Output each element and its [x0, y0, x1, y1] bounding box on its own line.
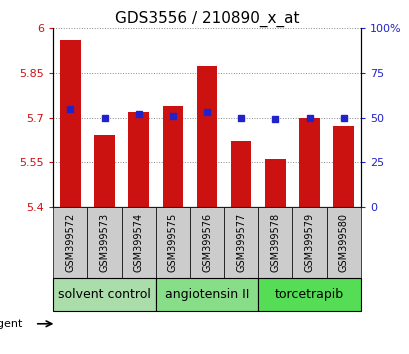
Bar — [60, 40, 81, 207]
Bar — [155, 207, 189, 278]
Text: GSM399572: GSM399572 — [65, 213, 75, 272]
Bar — [230, 141, 251, 207]
Bar — [299, 118, 319, 207]
Text: GSM399575: GSM399575 — [167, 213, 178, 272]
Text: angiotensin II: angiotensin II — [164, 288, 249, 301]
Bar — [265, 159, 285, 207]
Bar — [53, 207, 87, 278]
Title: GDS3556 / 210890_x_at: GDS3556 / 210890_x_at — [115, 11, 299, 27]
Bar — [196, 65, 217, 207]
Text: GSM399578: GSM399578 — [270, 213, 280, 272]
Text: torcetrapib: torcetrapib — [274, 288, 343, 301]
Bar — [87, 207, 121, 278]
Bar — [121, 207, 155, 278]
Text: GSM399580: GSM399580 — [338, 213, 348, 272]
Bar — [189, 207, 224, 278]
Text: GSM399573: GSM399573 — [99, 213, 109, 272]
Text: GSM399579: GSM399579 — [304, 213, 314, 272]
Bar — [258, 207, 292, 278]
Bar — [162, 105, 183, 207]
Bar — [292, 207, 326, 278]
Text: GSM399577: GSM399577 — [236, 213, 246, 272]
Text: solvent control: solvent control — [58, 288, 151, 301]
Bar — [53, 278, 155, 311]
Text: agent: agent — [0, 319, 22, 329]
Bar — [224, 207, 258, 278]
Bar — [155, 278, 258, 311]
Bar — [258, 278, 360, 311]
Bar — [333, 126, 353, 207]
Text: GSM399576: GSM399576 — [202, 213, 211, 272]
Bar — [128, 112, 148, 207]
Bar — [326, 207, 360, 278]
Text: GSM399574: GSM399574 — [133, 213, 144, 272]
Bar — [94, 136, 115, 207]
